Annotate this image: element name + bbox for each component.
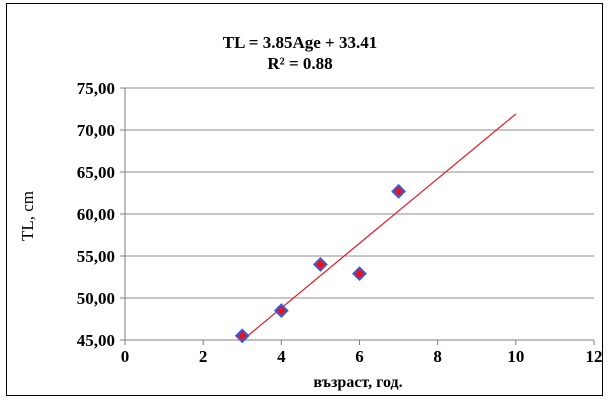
r-squared-label: R² = 0.88 — [267, 54, 332, 73]
y-tick-label: 55,00 — [77, 247, 115, 266]
x-tick-label: 6 — [355, 347, 364, 366]
x-tick-label: 12 — [586, 347, 603, 366]
y-tick-label: 70,00 — [77, 121, 115, 140]
data-point — [391, 183, 406, 199]
y-tick-label: 50,00 — [77, 289, 115, 308]
x-tick-label: 2 — [199, 347, 208, 366]
y-tick-label: 45,00 — [77, 331, 115, 350]
x-tick-label: 10 — [507, 347, 524, 366]
y-tick-labels: 45,00 50,00 55,00 60,00 65,00 70,00 75,00 — [77, 79, 115, 350]
data-point — [273, 303, 289, 319]
data-point — [313, 256, 328, 272]
data-points — [234, 183, 406, 344]
gridlines — [125, 87, 594, 299]
chart-frame — [6, 3, 603, 396]
x-tick-label: 4 — [277, 347, 286, 366]
data-point — [352, 266, 367, 282]
data-point — [234, 328, 250, 344]
x-axis-title: възраст, год. — [313, 374, 402, 391]
trendline-group — [241, 113, 517, 341]
x-tick-label: 8 — [433, 347, 442, 366]
x-tick-labels: 0 2 4 6 8 10 12 — [121, 347, 603, 366]
y-tick-label: 65,00 — [77, 163, 115, 182]
y-tick-label: 75,00 — [77, 79, 115, 98]
x-tick-label: 0 — [121, 347, 130, 366]
trendline — [241, 113, 517, 341]
axes — [120, 87, 595, 345]
y-tick-label: 60,00 — [77, 205, 115, 224]
equation-label: TL = 3.85Age + 33.41 — [223, 33, 377, 52]
y-axis-title: TL, cm — [18, 191, 37, 241]
